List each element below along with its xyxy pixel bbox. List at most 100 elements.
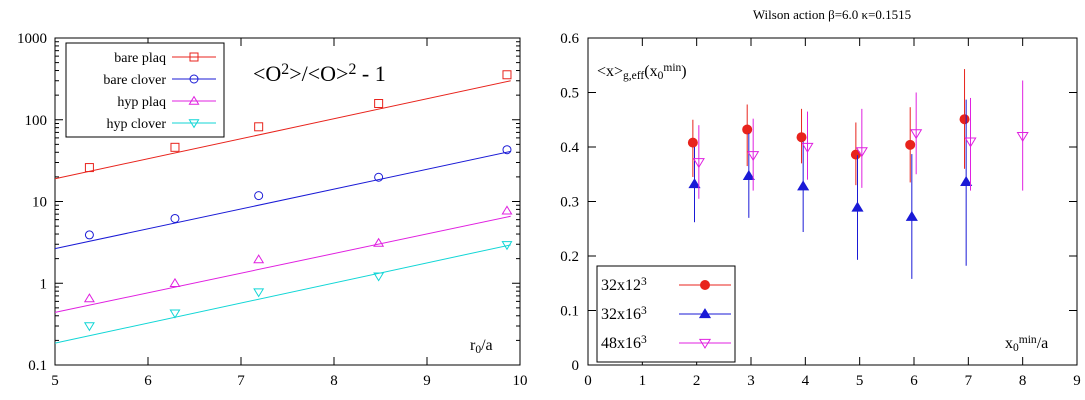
data-point-1 bbox=[688, 178, 701, 189]
data-point-2 bbox=[373, 237, 385, 247]
legend-label: hyp plaq bbox=[117, 95, 166, 110]
data-point-1 bbox=[170, 213, 180, 223]
y-tick-label: 0.4 bbox=[560, 140, 579, 156]
x-tick-label: 6 bbox=[144, 373, 152, 389]
data-point-0 bbox=[796, 132, 807, 143]
data-point-3 bbox=[169, 309, 181, 319]
x-axis-label: x0min/a bbox=[1005, 334, 1048, 355]
legend-label: hyp clover bbox=[107, 117, 167, 132]
legend-marker bbox=[189, 74, 199, 84]
chart-title-part: - 1 bbox=[356, 61, 385, 86]
y-tick-label: 1000 bbox=[17, 31, 47, 47]
y-tick-label: 100 bbox=[25, 113, 48, 129]
data-point-2 bbox=[1016, 132, 1029, 143]
y-tick-label: 0.6 bbox=[560, 31, 579, 47]
data-point-0 bbox=[502, 70, 512, 80]
data-point-2 bbox=[253, 254, 265, 264]
data-point-1 bbox=[851, 201, 864, 212]
y-tick-label: 0.1 bbox=[560, 304, 579, 320]
chart-title: <O2>/<O>2 - 1 bbox=[253, 61, 386, 86]
legend-marker bbox=[700, 280, 710, 290]
legend-label: bare clover bbox=[103, 73, 166, 88]
legend-label-part: 32x16 bbox=[601, 306, 641, 323]
x-tick-label: 9 bbox=[423, 373, 431, 389]
x-tick-label: 4 bbox=[802, 373, 810, 389]
y-axis-label: <x>g,eff(x0min) bbox=[597, 62, 687, 83]
y-tick-label: 0.5 bbox=[560, 86, 579, 102]
legend-marker bbox=[698, 338, 712, 349]
legend-marker bbox=[698, 308, 712, 319]
y-tick-label: 1 bbox=[40, 276, 48, 292]
y-axis-label-part: 0 bbox=[658, 70, 664, 82]
chart-title: Wilson action β=6.0 κ=0.1515 bbox=[753, 7, 911, 22]
x-tick-label: 1 bbox=[639, 373, 647, 389]
data-point-2 bbox=[855, 147, 868, 158]
y-tick-label: 10 bbox=[32, 195, 47, 211]
fit-line-1 bbox=[54, 150, 511, 250]
chart-title-part: 2 bbox=[281, 61, 289, 78]
data-point-0 bbox=[687, 137, 698, 148]
fit-line-2 bbox=[54, 215, 511, 313]
data-point-3 bbox=[83, 322, 95, 332]
x-axis-label-part: r bbox=[470, 337, 476, 354]
x-tick-label: 2 bbox=[693, 373, 701, 389]
data-point-0 bbox=[742, 124, 753, 135]
x-tick-label: 7 bbox=[237, 373, 245, 389]
x-axis-label: r0/a bbox=[470, 337, 493, 356]
x-tick-label: 7 bbox=[965, 373, 973, 389]
x-tick-label: 6 bbox=[910, 373, 918, 389]
data-point-0 bbox=[959, 114, 970, 125]
chart-title-part: 2 bbox=[348, 61, 356, 78]
data-point-1 bbox=[742, 169, 755, 180]
x-axis-label-part: /a bbox=[481, 337, 493, 354]
x-tick-label: 5 bbox=[856, 373, 864, 389]
x-axis-label-part: min bbox=[1019, 334, 1037, 346]
legend-label: bare plaq bbox=[114, 51, 166, 66]
x-axis-label-part: x bbox=[1005, 335, 1013, 352]
x-tick-label: 8 bbox=[330, 373, 338, 389]
data-point-3 bbox=[501, 241, 513, 251]
data-point-1 bbox=[84, 230, 94, 240]
legend-marker bbox=[188, 95, 200, 105]
data-point-3 bbox=[373, 272, 385, 282]
data-point-1 bbox=[502, 145, 512, 155]
data-point-1 bbox=[960, 175, 973, 186]
legend-label-part: 3 bbox=[641, 334, 647, 346]
data-point-0 bbox=[254, 122, 264, 132]
y-axis-label-part: <x> bbox=[597, 63, 623, 80]
legend-label: 48x163 bbox=[601, 334, 647, 352]
data-point-2 bbox=[964, 137, 977, 148]
data-point-1 bbox=[374, 172, 384, 182]
data-point-0 bbox=[905, 139, 916, 150]
data-point-2 bbox=[501, 205, 513, 215]
data-point-2 bbox=[692, 158, 705, 169]
data-point-2 bbox=[910, 129, 923, 140]
right-panel-effective-x: 0 1 2 3 4 5 6 7 8 900.10.20.30.40.50.632x12332x16… bbox=[560, 7, 1081, 389]
data-point-3 bbox=[253, 288, 265, 298]
legend-label-part: 32x12 bbox=[601, 277, 641, 294]
data-point-0 bbox=[84, 163, 94, 173]
x-tick-label: 5 bbox=[51, 373, 59, 389]
x-tick-label: 10 bbox=[513, 373, 528, 389]
chart-title-part: >/<O> bbox=[289, 61, 348, 86]
data-point-1 bbox=[254, 191, 264, 201]
data-point-1 bbox=[797, 180, 810, 191]
data-point-1 bbox=[905, 210, 918, 221]
chart-title-part: <O bbox=[253, 61, 281, 86]
y-axis-label-part: (x bbox=[644, 63, 657, 80]
legend-marker bbox=[188, 119, 200, 129]
fit-line-3 bbox=[54, 244, 511, 344]
legend-marker bbox=[189, 52, 199, 62]
y-tick-label: 0.1 bbox=[28, 358, 47, 374]
y-tick-label: 0 bbox=[572, 358, 580, 374]
left-panel-correlator-ratio: 5 6 7 8 9 10 0.1 1 10 100 1000 bare plaq bare clover… bbox=[17, 31, 528, 389]
y-axis-label-part: g,eff bbox=[623, 70, 644, 82]
legend-label: 32x163 bbox=[601, 305, 647, 323]
x-axis-label-part: /a bbox=[1037, 335, 1049, 352]
data-point-0 bbox=[374, 99, 384, 109]
legend-label-part: 3 bbox=[641, 305, 647, 317]
legend-label: 32x123 bbox=[601, 276, 647, 294]
data-point-2 bbox=[169, 277, 181, 287]
data-point-0 bbox=[170, 142, 180, 152]
